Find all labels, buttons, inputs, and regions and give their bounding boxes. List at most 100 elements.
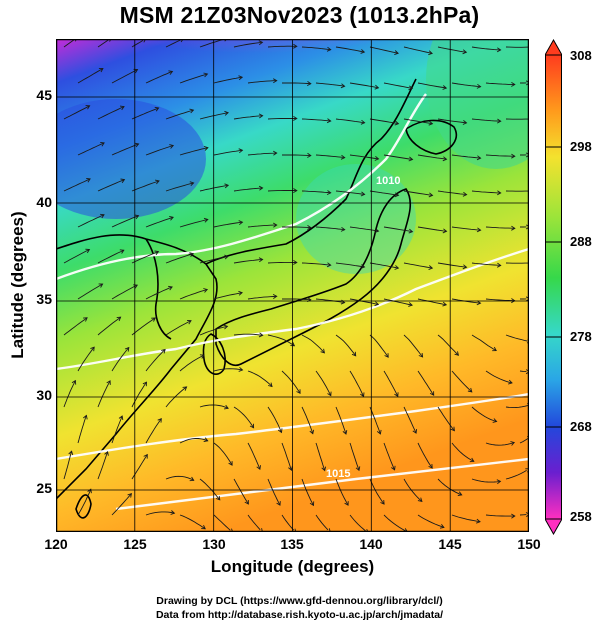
streamline-arrowhead — [492, 346, 497, 352]
streamline-arrowhead — [276, 501, 281, 506]
y-tick-45: 45 — [36, 87, 52, 103]
streamline — [471, 406, 497, 422]
streamline-arrowhead — [306, 81, 312, 86]
streamline — [301, 406, 314, 434]
streamline-arrowhead — [238, 148, 244, 154]
streamline — [485, 442, 515, 446]
streamline — [383, 514, 408, 532]
streamline — [145, 70, 173, 84]
streamline — [335, 262, 365, 268]
streamline — [471, 118, 501, 122]
streamline-arrowhead — [118, 415, 124, 421]
streamline-arrowhead — [525, 224, 529, 230]
streamline-arrowhead — [120, 178, 126, 184]
streamline-arrowhead — [85, 248, 91, 254]
streamline-arrowhead — [380, 500, 385, 505]
streamline — [437, 478, 462, 496]
streamline-arrowhead — [203, 437, 209, 442]
streamline — [111, 493, 132, 516]
streamline — [301, 334, 325, 354]
streamline-arrowhead — [326, 46, 332, 52]
streamline — [267, 45, 297, 48]
streamline-arrowhead — [296, 389, 301, 395]
credit-data: Data from http://database.rish.kyoto-u.a… — [155, 609, 444, 621]
streamline-arrowhead — [394, 50, 399, 56]
streamline — [199, 478, 221, 501]
streamline-arrowhead — [492, 418, 498, 423]
streamline — [451, 442, 475, 462]
streamline — [505, 404, 529, 409]
streamline-arrowhead — [360, 264, 366, 269]
streamline-arrowhead — [428, 192, 434, 198]
streamline-arrowhead — [203, 145, 209, 151]
streamline-arrowhead — [154, 106, 160, 112]
isobar-middle — [56, 247, 529, 371]
streamline — [485, 370, 513, 384]
streamline-arrowhead — [258, 40, 264, 46]
streamline-arrowhead — [442, 85, 448, 90]
streamline — [383, 82, 413, 89]
streamline — [471, 334, 497, 351]
streamline — [247, 442, 261, 470]
streamline-arrowhead — [469, 457, 475, 463]
streamline-arrowhead — [307, 225, 312, 230]
streamline — [403, 46, 433, 54]
streamline-arrowhead — [525, 369, 529, 375]
streamline-arrowhead — [104, 450, 109, 456]
streamline-arrowhead — [168, 70, 174, 75]
streamline-arrowhead — [327, 391, 332, 397]
streamline — [417, 442, 433, 469]
streamline-arrowhead — [428, 50, 433, 56]
mild-region-northeast — [426, 39, 529, 169]
streamline — [505, 334, 528, 342]
streamline-arrowhead — [186, 319, 192, 325]
streamline-arrowhead — [143, 453, 148, 459]
streamline — [77, 346, 95, 372]
streamline — [315, 82, 345, 87]
streamline — [111, 415, 123, 444]
streamline — [383, 298, 413, 306]
lat-lon-grid — [56, 39, 529, 532]
streamline-arrowhead — [462, 120, 468, 125]
streamline — [335, 334, 357, 357]
streamline-arrowhead — [154, 250, 160, 256]
streamline — [437, 118, 467, 124]
streamline — [301, 118, 331, 122]
streamline — [247, 80, 277, 84]
streamline — [417, 82, 447, 89]
y-tick-40: 40 — [36, 194, 52, 210]
streamline-arrowhead — [511, 82, 516, 87]
streamline — [111, 215, 139, 228]
streamline-arrowhead — [189, 476, 195, 482]
streamline-arrowhead — [293, 116, 298, 121]
streamline-arrowhead — [71, 379, 77, 385]
streamline — [451, 226, 481, 231]
streamline-arrowhead — [439, 524, 445, 529]
streamline — [403, 190, 433, 196]
streamline-arrowhead — [134, 214, 140, 220]
map-title: MSM 21Z03Nov2023 (1013.2hPa) — [119, 2, 480, 28]
streamline — [63, 105, 90, 120]
streamline — [63, 380, 76, 408]
streamline — [145, 145, 174, 156]
streamline — [145, 511, 175, 516]
streamline-arrowhead — [238, 75, 244, 81]
streamline-arrowhead — [340, 226, 346, 232]
streamline — [403, 118, 433, 125]
colorbar-min-label: 258 — [570, 509, 592, 524]
streamline — [97, 39, 109, 48]
streamline — [485, 514, 515, 517]
streamline-arrowhead — [119, 249, 125, 254]
streamline — [267, 334, 295, 347]
streamline — [131, 40, 144, 48]
streamline-arrowhead — [168, 285, 173, 291]
streamline — [301, 262, 331, 266]
streamline — [505, 470, 527, 480]
streamline-arrowhead — [100, 213, 105, 219]
streamline-arrowhead — [394, 120, 400, 126]
streamline — [301, 190, 331, 194]
streamline — [247, 152, 277, 156]
streamline — [315, 514, 329, 531]
map-frame — [56, 39, 529, 532]
streamline — [165, 253, 194, 264]
